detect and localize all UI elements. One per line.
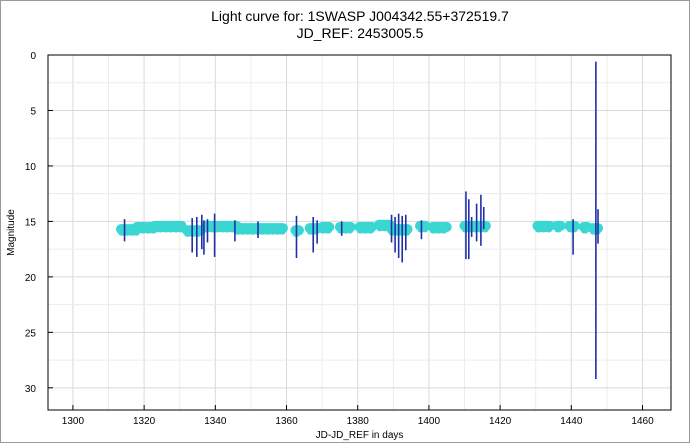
y-tick-label: 5 — [30, 106, 36, 117]
error-bars — [123, 61, 599, 379]
y-tick-label: 30 — [25, 384, 37, 395]
x-tick-label: 1460 — [631, 416, 654, 427]
chart-title-block: Light curve for: 1SWASP J004342.55+37251… — [0, 8, 690, 42]
chart-subtitle: JD_REF: 2453005.5 — [296, 25, 424, 41]
x-tick-label: 1340 — [204, 416, 227, 427]
chart-title: Light curve for: 1SWASP J004342.55+37251… — [211, 8, 509, 24]
y-tick-label: 20 — [25, 273, 37, 284]
x-tick-label: 1380 — [347, 416, 370, 427]
y-tick-label: 10 — [25, 162, 37, 173]
y-axis-title: Magnitude — [6, 209, 17, 256]
x-tick-label: 1420 — [489, 416, 512, 427]
x-tick-label: 1440 — [560, 416, 583, 427]
x-tick-label: 1360 — [275, 416, 298, 427]
x-tick-label: 1300 — [62, 416, 85, 427]
y-tick-label: 25 — [25, 328, 37, 339]
y-tick-label: 15 — [25, 217, 37, 228]
x-tick-label: 1400 — [418, 416, 441, 427]
x-axis-title: JD-JD_REF in days — [316, 430, 404, 441]
axis-ticks: 1300 1320 1340 1360 1380 1400 1420 1440 1460 0 5 10… — [25, 51, 654, 427]
x-tick-label: 1320 — [133, 416, 156, 427]
y-tick-label: 0 — [30, 51, 36, 62]
plot-area-border — [47, 54, 672, 411]
